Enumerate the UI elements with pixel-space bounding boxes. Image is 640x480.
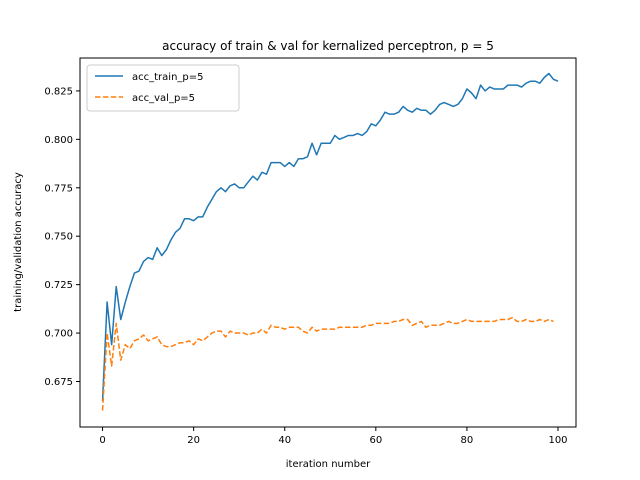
y-axis: 0.675 0.700 0.725 0.750 0.775 0.800 0.825 bbox=[44, 86, 80, 388]
y-axis-label: training/validation accuracy bbox=[13, 172, 24, 312]
plot-area bbox=[79, 57, 577, 428]
x-axis-label: iteration number bbox=[286, 459, 371, 470]
x-axis: 0 20 40 60 80 100 bbox=[99, 427, 568, 446]
y-tick-label: 0.800 bbox=[44, 135, 73, 146]
x-tick-label: 100 bbox=[548, 435, 567, 446]
y-tick-label: 0.675 bbox=[44, 377, 73, 388]
series-line-val bbox=[101, 316, 554, 411]
x-tick-label: 20 bbox=[187, 435, 200, 446]
axes-background bbox=[80, 58, 576, 427]
series-line-train bbox=[101, 72, 559, 401]
x-tick-label: 40 bbox=[278, 435, 291, 446]
y-tick-label: 0.750 bbox=[44, 232, 73, 243]
y-tick-label: 0.700 bbox=[44, 329, 73, 340]
x-tick-label: 0 bbox=[99, 435, 105, 446]
axes-frame bbox=[79, 57, 577, 428]
y-tick-label: 0.775 bbox=[44, 183, 73, 194]
legend-label-train: acc_train_p=5 bbox=[132, 72, 204, 83]
legend-frame bbox=[86, 64, 240, 112]
series-layer bbox=[101, 72, 559, 411]
chart-title: accuracy of train & val for kernalized p… bbox=[162, 39, 494, 53]
y-tick-label: 0.725 bbox=[44, 280, 73, 291]
legend-label-val: acc_val_p=5 bbox=[132, 93, 195, 104]
x-tick-label: 80 bbox=[461, 435, 474, 446]
y-tick-label: 0.825 bbox=[44, 86, 73, 97]
x-tick-label: 60 bbox=[369, 435, 382, 446]
legend: acc_train_p=5 acc_val_p=5 bbox=[86, 64, 240, 112]
